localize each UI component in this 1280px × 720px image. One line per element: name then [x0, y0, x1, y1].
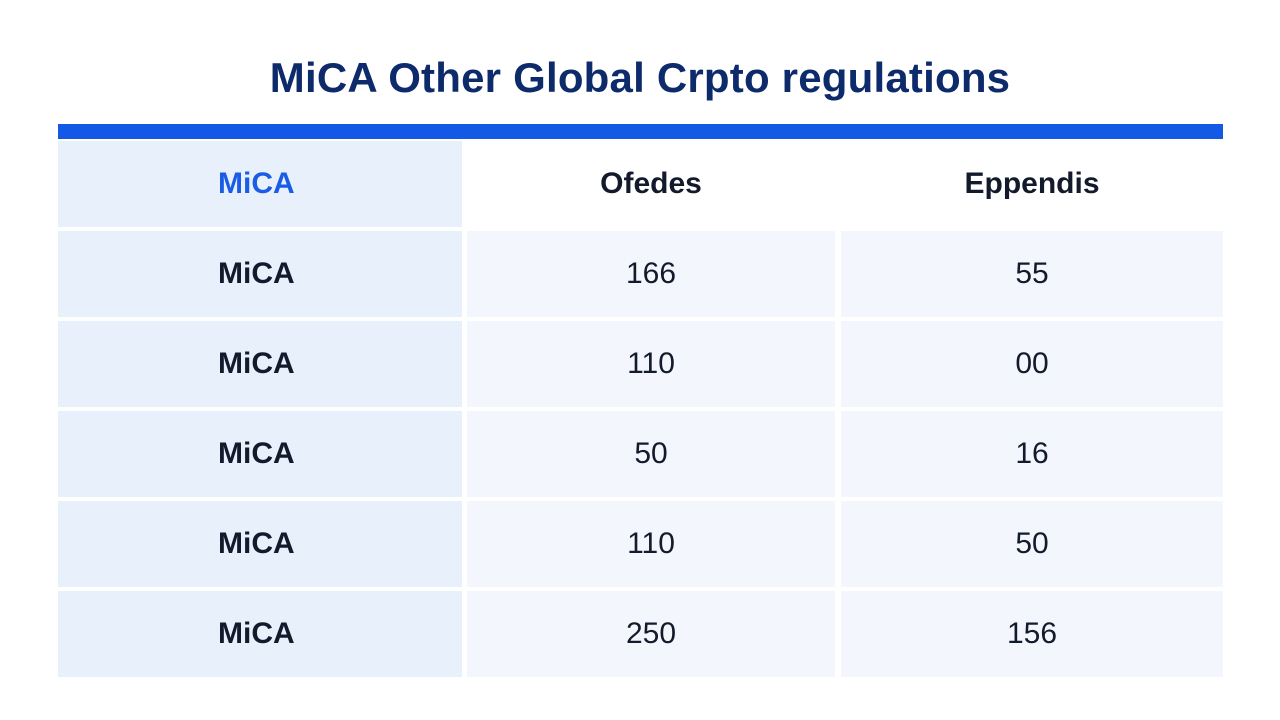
page-title: MiCA Other Global Crpto regulations [269, 54, 1011, 101]
table-row: MiCA 110 50 [58, 497, 1223, 587]
header-cell-mica: MiCA [58, 141, 462, 227]
row-label: MiCA [58, 411, 462, 497]
table-header-row: MiCA Ofedes Eppendis [58, 141, 1223, 227]
comparison-table: MiCA Ofedes Eppendis MiCA 166 55 MiCA 11… [58, 141, 1223, 677]
table-row: MiCA 166 55 [58, 227, 1223, 317]
eppendis-value: 00 [841, 321, 1223, 407]
row-label: MiCA [58, 591, 462, 677]
row-label: MiCA [58, 501, 462, 587]
row-label: MiCA [58, 321, 462, 407]
ofedes-value: 50 [467, 411, 835, 497]
row-label: MiCA [58, 231, 462, 317]
ofedes-value: 250 [467, 591, 835, 677]
table-row: MiCA 50 16 [58, 407, 1223, 497]
ofedes-value: 110 [467, 321, 835, 407]
accent-bar [58, 124, 1223, 139]
ofedes-value: 110 [467, 501, 835, 587]
header-cell-eppendis: Eppendis [841, 141, 1223, 227]
table-row: MiCA 110 00 [58, 317, 1223, 407]
table-row: MiCA 250 156 [58, 587, 1223, 677]
eppendis-value: 55 [841, 231, 1223, 317]
eppendis-value: 156 [841, 591, 1223, 677]
eppendis-value: 50 [841, 501, 1223, 587]
ofedes-value: 166 [467, 231, 835, 317]
header-cell-ofedes: Ofedes [467, 141, 835, 227]
eppendis-value: 16 [841, 411, 1223, 497]
